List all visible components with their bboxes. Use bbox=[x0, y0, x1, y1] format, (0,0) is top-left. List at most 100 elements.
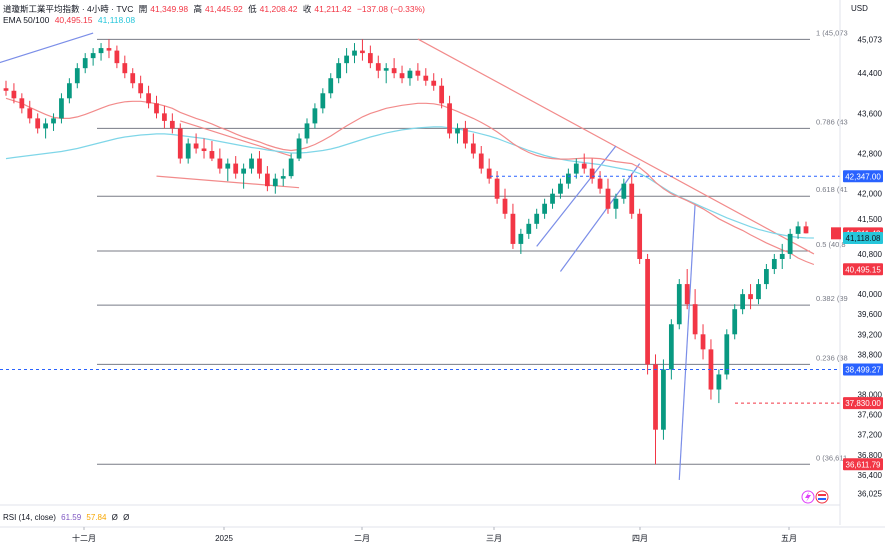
candle-body bbox=[756, 284, 761, 300]
candle-body bbox=[700, 334, 706, 350]
candle bbox=[684, 269, 690, 310]
candle bbox=[241, 163, 246, 189]
candle-body bbox=[114, 50, 120, 64]
fib-level-label: 0.5 (40,8 bbox=[816, 240, 846, 249]
candle bbox=[185, 138, 191, 164]
candle bbox=[621, 178, 627, 204]
lightning-icon[interactable] bbox=[801, 490, 815, 504]
price-tick-label: 36,800 bbox=[858, 451, 883, 460]
candle bbox=[288, 153, 294, 179]
price-label-box bbox=[843, 458, 883, 471]
candle bbox=[676, 279, 682, 330]
candle-body bbox=[684, 284, 690, 305]
price-tick-label: 43,600 bbox=[858, 109, 883, 118]
candle bbox=[162, 105, 167, 129]
candle-body bbox=[90, 53, 96, 59]
time-tick-label: 四月 bbox=[632, 534, 648, 543]
flag-icon[interactable] bbox=[815, 490, 829, 504]
candle-body bbox=[74, 68, 80, 84]
fib-level-label: 0 (36,611 bbox=[816, 453, 847, 462]
candle-body bbox=[304, 123, 310, 139]
candle-body bbox=[201, 148, 207, 152]
candle bbox=[257, 151, 262, 179]
candle bbox=[169, 113, 175, 134]
low-label: 低 bbox=[248, 4, 257, 14]
candle-body bbox=[676, 284, 682, 325]
symbol-title: 道瓊斯工業平均指數 · 4小時 · TVC bbox=[3, 4, 134, 14]
price-tick-label: 42,000 bbox=[858, 190, 883, 199]
price-label-box bbox=[843, 397, 883, 410]
candle bbox=[486, 158, 492, 184]
candle bbox=[336, 58, 342, 84]
candle-body bbox=[193, 143, 199, 149]
candle bbox=[661, 359, 666, 440]
candle bbox=[280, 168, 286, 187]
candle bbox=[470, 133, 476, 159]
candle-body bbox=[661, 369, 666, 430]
candle bbox=[296, 133, 302, 162]
candle bbox=[455, 123, 460, 144]
candle-body bbox=[779, 253, 785, 259]
ema100-line bbox=[5, 126, 814, 239]
candle-body bbox=[637, 213, 643, 259]
candle bbox=[613, 193, 619, 219]
candle-body bbox=[510, 213, 516, 244]
candle bbox=[11, 83, 17, 104]
candle bbox=[748, 284, 753, 310]
price-label-text: 40,495.15 bbox=[845, 265, 881, 274]
candle bbox=[249, 153, 254, 174]
rsi-value: 61.59 bbox=[61, 513, 82, 522]
candle bbox=[130, 68, 136, 89]
candle-body bbox=[415, 70, 421, 76]
candle-body bbox=[431, 80, 437, 86]
candle bbox=[59, 93, 64, 124]
candle bbox=[3, 80, 9, 96]
candle bbox=[19, 93, 25, 114]
time-tick-label: 二月 bbox=[354, 534, 370, 543]
candle-body bbox=[233, 163, 239, 174]
time-tick-label: 2025 bbox=[215, 534, 233, 543]
candle bbox=[510, 203, 516, 249]
trend-line bbox=[559, 163, 641, 272]
candle-body bbox=[478, 153, 484, 169]
candle bbox=[637, 208, 643, 264]
candle-body bbox=[146, 93, 151, 104]
close-value: 41,211.42 bbox=[314, 4, 352, 14]
candle bbox=[177, 123, 183, 164]
candle-body bbox=[558, 183, 563, 194]
flag-icon-circle bbox=[815, 490, 829, 504]
rsi-legend[interactable]: RSI (14, close) 61.59 57.84 Ø Ø bbox=[3, 513, 132, 522]
candle-body bbox=[803, 226, 809, 234]
candle bbox=[154, 95, 159, 119]
candle bbox=[391, 58, 397, 79]
currency-label[interactable]: USD bbox=[851, 4, 868, 13]
candle bbox=[35, 113, 41, 134]
price-label: 38,499.27 bbox=[843, 363, 883, 376]
candle-body bbox=[59, 98, 64, 119]
high-label: 高 bbox=[193, 4, 202, 14]
candle-body bbox=[581, 163, 587, 169]
candle-body bbox=[272, 178, 278, 187]
trend-line bbox=[0, 32, 94, 64]
candle bbox=[645, 253, 650, 375]
flag-icon-stripe bbox=[818, 494, 826, 496]
candle-body bbox=[589, 168, 595, 179]
candle bbox=[146, 85, 151, 109]
candle-body bbox=[787, 233, 793, 254]
candle-body bbox=[518, 233, 524, 244]
candle-body bbox=[280, 176, 286, 179]
candle-body bbox=[526, 223, 532, 234]
price-tick-label: 44,400 bbox=[858, 69, 883, 78]
candle bbox=[771, 253, 777, 275]
candle bbox=[589, 158, 595, 184]
candle bbox=[534, 208, 540, 229]
time-tick-label: 三月 bbox=[486, 534, 502, 543]
trend-line bbox=[536, 145, 617, 247]
candle bbox=[201, 138, 207, 159]
candle-body bbox=[455, 128, 460, 134]
candle bbox=[550, 188, 555, 209]
ema-legend[interactable]: EMA 50/100 40,495.15 41,118.08 bbox=[3, 15, 138, 25]
candle bbox=[447, 95, 452, 139]
candle-body bbox=[375, 63, 381, 71]
